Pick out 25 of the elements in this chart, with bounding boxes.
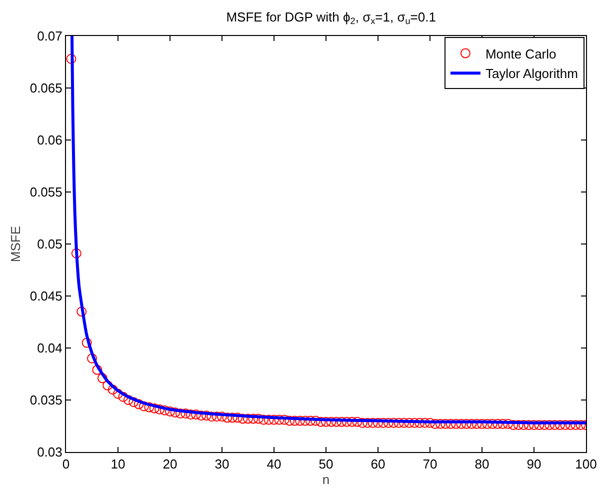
legend-label: Monte Carlo: [485, 46, 556, 62]
y-tick-label: 0.05: [37, 236, 62, 252]
y-axis-title: MSFE: [8, 226, 23, 262]
x-axis-title: n: [322, 472, 330, 488]
y-tick-label: 0.03: [37, 444, 62, 460]
x-tick-label: 70: [422, 456, 438, 472]
y-tick-label: 0.07: [37, 28, 62, 44]
legend-label: Taylor Algorithm: [485, 66, 578, 82]
y-tick-label: 0.04: [37, 340, 62, 356]
x-tick-label: 100: [575, 456, 597, 472]
x-tick-label: 80: [474, 456, 490, 472]
x-tick-label: 20: [162, 456, 178, 472]
x-tick-label: 90: [526, 456, 542, 472]
y-tick-label: 0.065: [30, 80, 62, 96]
x-tick-label: 60: [370, 456, 386, 472]
chart-title: MSFE for DGP with ϕ$_{2}$, σ$_{x}$=1, σ$_{u}$=0.1: [226, 10, 436, 26]
y-tick-label: 0.045: [30, 288, 62, 304]
x-tick-label: 40: [266, 456, 282, 472]
x-tick-label: 10: [110, 456, 126, 472]
y-tick-label: 0.035: [30, 392, 62, 408]
y-tick-label: 0.06: [37, 132, 62, 148]
x-tick-label: 50: [318, 456, 334, 472]
y-tick-label: 0.055: [30, 184, 62, 200]
x-tick-label: 30: [214, 456, 230, 472]
x-tick-label: 0: [62, 456, 70, 472]
